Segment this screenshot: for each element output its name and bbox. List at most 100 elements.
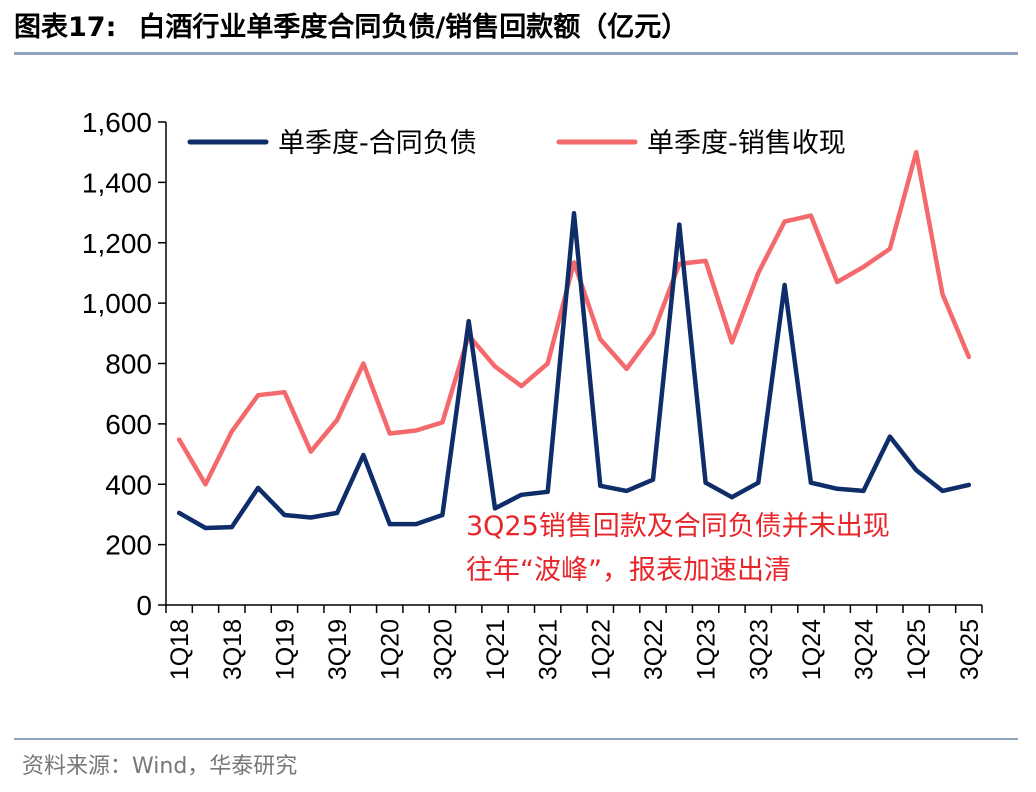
legend-label-1: 单季度-合同负债 [278, 128, 477, 159]
series-2-point [966, 354, 971, 359]
series-2-point [729, 340, 734, 345]
series-1-point [677, 222, 682, 227]
legend-label-2: 单季度-销售收现 [647, 128, 846, 159]
series-1-point [835, 486, 840, 491]
series-1-point [808, 480, 813, 485]
y-tick-label: 1,400 [82, 167, 152, 198]
x-tick-label: 3Q24 [851, 619, 879, 680]
series-2-point [598, 337, 603, 342]
series-2-point [177, 437, 182, 442]
series-1-point [703, 480, 708, 485]
series-2-point [887, 246, 892, 251]
figure-label: 图表17: [14, 12, 117, 43]
y-tick-label: 1,600 [82, 107, 152, 138]
series-1-point [782, 283, 787, 288]
series-2-point [650, 331, 655, 336]
series-2-point [361, 361, 366, 366]
figure-title-text: 白酒行业单季度合同负债/销售回款额（亿元） [138, 12, 689, 43]
series-2-point [703, 258, 708, 263]
series-1-point [729, 495, 734, 500]
title-rule [14, 52, 1018, 55]
x-tick-label: 3Q18 [219, 619, 247, 680]
x-tick-label: 3Q25 [956, 619, 984, 680]
series-1-point [756, 480, 761, 485]
series-1-point [493, 506, 498, 511]
series-1-point [650, 477, 655, 482]
source-rule [14, 738, 1018, 740]
series-2-point [756, 270, 761, 275]
series-2-point [440, 420, 445, 425]
series-2-point [203, 482, 208, 487]
series-2-point [229, 429, 234, 434]
series-1-point [229, 525, 234, 530]
series-1-point [203, 526, 208, 531]
series-2-point [493, 364, 498, 369]
series-2-point [387, 431, 392, 436]
y-tick-label: 200 [105, 530, 152, 561]
source-note: 资料来源：Wind，华泰研究 [22, 754, 298, 779]
series-1-point [256, 485, 261, 490]
annotation-line-2: 往年“波峰”，报表加速出清 [466, 555, 791, 586]
series-1-point [545, 489, 550, 494]
series-1-point [598, 483, 603, 488]
x-tick-label: 3Q21 [535, 619, 563, 680]
series-2-point [624, 366, 629, 371]
x-tick-label: 1Q24 [798, 619, 826, 680]
series-1-point [940, 488, 945, 493]
series-2-point [782, 219, 787, 224]
series-2-point [940, 292, 945, 297]
x-tick-label: 1Q19 [271, 619, 299, 680]
series-2-point [282, 390, 287, 395]
y-tick-label: 800 [105, 349, 152, 380]
series-2-point [308, 449, 313, 454]
series-layer [176, 149, 972, 531]
legend: 单季度-合同负债 单季度-销售收现 [187, 128, 846, 159]
series-1-point [387, 522, 392, 527]
x-tick-label: 1Q20 [377, 619, 405, 680]
series-2-point [835, 279, 840, 284]
series-1-point [440, 513, 445, 518]
series-1-point [335, 510, 340, 515]
series-2-point [861, 264, 866, 269]
series-1-point [282, 513, 287, 518]
y-tick-label: 400 [105, 469, 152, 500]
series-2-point [256, 393, 261, 398]
x-tick-label: 3Q22 [640, 619, 668, 680]
series-1-point [914, 468, 919, 473]
series-1-point [624, 488, 629, 493]
series-2-point [519, 384, 524, 389]
series-1-point [177, 510, 182, 515]
series-1-point [414, 522, 419, 527]
series-1-point [308, 515, 313, 520]
series-1-point [519, 492, 524, 497]
series-1-point [861, 488, 866, 493]
series-1-point [887, 434, 892, 439]
y-tick-label: 1,200 [82, 228, 152, 259]
series-2-point [808, 213, 813, 218]
x-tick-label: 1Q18 [166, 619, 194, 680]
x-tick-label: 3Q20 [429, 619, 457, 680]
y-tick-label: 600 [105, 409, 152, 440]
y-tick-label: 1,000 [82, 288, 152, 319]
y-tick-label: 0 [136, 590, 152, 621]
series-2-point [914, 150, 919, 155]
x-tick-label: 3Q23 [745, 619, 773, 680]
series-2-point [414, 428, 419, 433]
series-2-point [335, 417, 340, 422]
x-tick-label: 1Q21 [482, 619, 510, 680]
y-axis: 0 200 400 600 800 1,000 1,200 1,400 1,600 [82, 107, 167, 621]
series-1-point [966, 482, 971, 487]
series-2-point [545, 361, 550, 366]
series-2-point [677, 261, 682, 266]
figure-title: 图表17: 白酒行业单季度合同负债/销售回款额（亿元） [14, 8, 688, 48]
series-1-point [466, 319, 471, 324]
x-tick-label: 3Q19 [324, 619, 352, 680]
x-tick-label: 1Q25 [903, 619, 931, 680]
x-tick-label: 1Q23 [693, 619, 721, 680]
series-1-point [361, 452, 366, 457]
series-line-2 [176, 149, 972, 487]
x-tick-label: 1Q22 [587, 619, 615, 680]
annotation-line-1: 3Q25销售回款及合同负债并未出现 [466, 511, 890, 542]
